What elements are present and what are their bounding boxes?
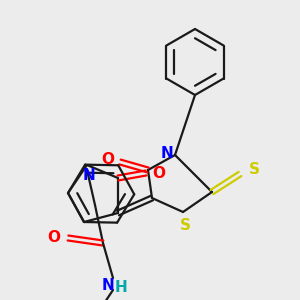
Text: S: S bbox=[179, 218, 191, 233]
Text: N: N bbox=[160, 146, 173, 160]
Text: N: N bbox=[102, 278, 114, 293]
Text: O: O bbox=[152, 166, 166, 181]
Text: H: H bbox=[115, 280, 128, 296]
Text: N: N bbox=[82, 167, 95, 182]
Text: O: O bbox=[47, 230, 61, 245]
Text: O: O bbox=[101, 152, 115, 167]
Text: S: S bbox=[248, 163, 260, 178]
